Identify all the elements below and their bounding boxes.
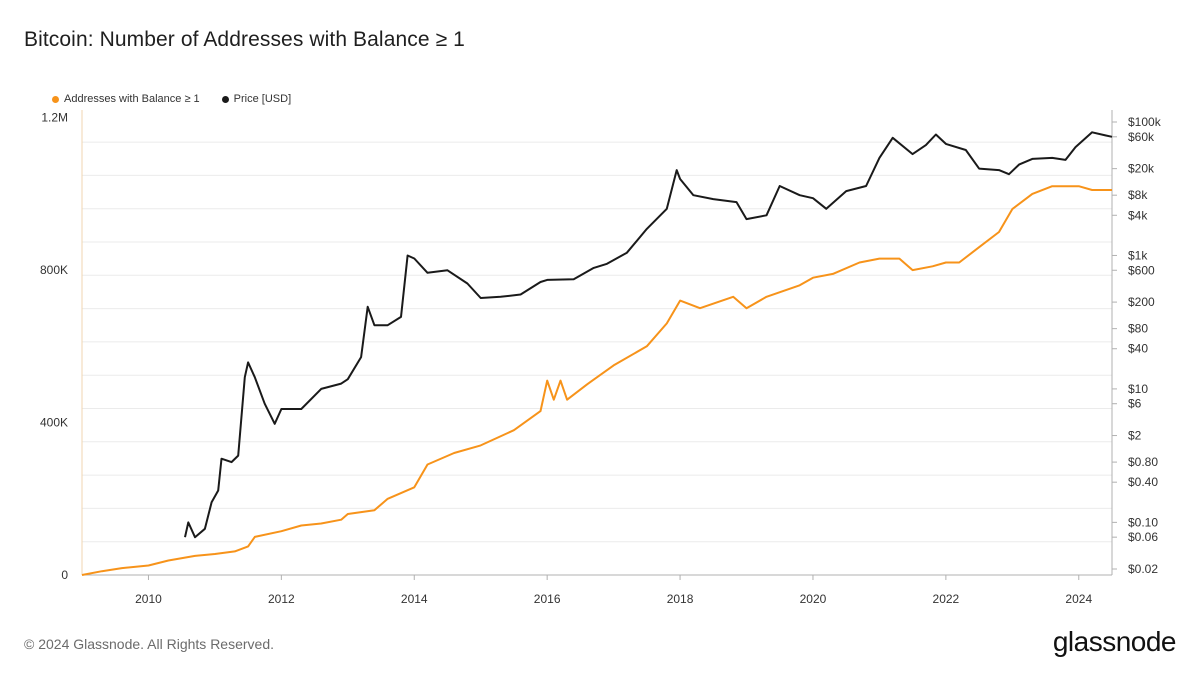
x-tick-label: 2024 (1065, 592, 1092, 606)
y-right-tick-label: $0.10 (1128, 515, 1158, 529)
y-right-tick-label: $8k (1128, 188, 1148, 202)
legend-item-price[interactable]: Price [USD] (221, 93, 292, 105)
y-right-tick-label: $10 (1128, 382, 1148, 396)
legend-dot-price (221, 95, 229, 103)
y-right-tick-label: $0.40 (1128, 475, 1158, 489)
y-right-tick-label: $0.80 (1128, 455, 1158, 469)
y-right-tick-label: $200 (1128, 295, 1155, 309)
y-left-tick-label: 800K (40, 263, 68, 277)
y-left-tick-label: 0 (61, 568, 68, 582)
copyright-footer: © 2024 Glassnode. All Rights Reserved. (24, 636, 275, 652)
x-tick-label: 2016 (534, 592, 561, 606)
legend-label-price: Price [USD] (233, 93, 292, 105)
chart-legend: Addresses with Balance ≥ 1 Price [USD] (52, 93, 291, 105)
glassnode-logo: glassnode (1052, 626, 1177, 657)
legend-label-addresses: Addresses with Balance ≥ 1 (64, 93, 200, 105)
chart-title: Bitcoin: Number of Addresses with Balanc… (24, 28, 465, 51)
y-right-tick-label: $100k (1128, 115, 1162, 129)
series-layer (81, 131, 1113, 576)
legend-dot-addresses (52, 95, 59, 103)
x-tick-label: 2012 (268, 592, 295, 606)
y-right-tick-label: $0.06 (1128, 530, 1158, 544)
legend-item-addresses[interactable]: Addresses with Balance ≥ 1 (52, 93, 200, 105)
y-right-tick-label: $40 (1128, 342, 1148, 356)
addresses-line (81, 185, 1112, 576)
y-right-tick-label: $600 (1128, 263, 1155, 277)
axis-layer: 2010 2012 2014 2016 2018 2020 2022 2024 0 400K 800… (40, 110, 1162, 606)
y-right-tick-label: $1k (1128, 248, 1148, 262)
y-right-tick-label: $60k (1128, 130, 1155, 144)
y-left-tick-label: 1.2M (41, 111, 68, 125)
price-line (184, 131, 1113, 539)
y-right-tick-label: $20k (1128, 162, 1155, 176)
x-tick-label: 2020 (800, 592, 827, 606)
y-right-tick-label: $2 (1128, 429, 1142, 443)
y-right-tick-label: $6 (1128, 397, 1142, 411)
x-tick-label: 2018 (667, 592, 694, 606)
y-left-tick-label: 400K (40, 416, 68, 430)
y-right-tick-label: $4k (1128, 208, 1148, 222)
x-tick-label: 2010 (135, 592, 162, 606)
y-right-tick-label: $0.02 (1128, 562, 1158, 576)
x-tick-label: 2014 (401, 592, 428, 606)
x-tick-label: 2022 (933, 592, 960, 606)
y-right-tick-label: $80 (1128, 322, 1148, 336)
grid-layer (82, 141, 1112, 576)
